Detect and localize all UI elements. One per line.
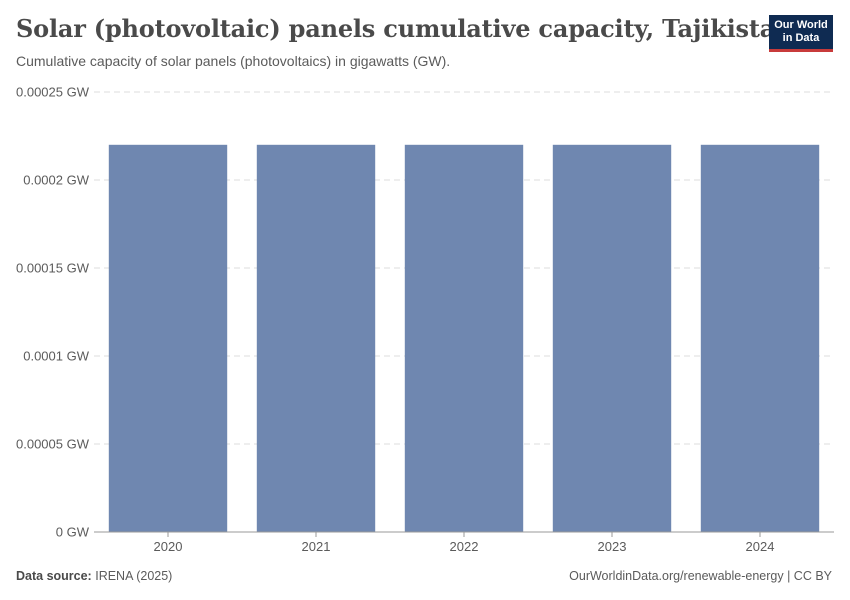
footer-license[interactable]: OurWorldinData.org/renewable-energy | CC… [569,569,832,583]
chart-subtitle: Cumulative capacity of solar panels (pho… [16,53,451,69]
y-tick-label: 0.00025 GW [16,85,90,100]
chart-title: Solar (photovoltaic) panels cumulative c… [16,14,793,43]
x-tick-label: 2021 [302,539,331,554]
y-tick-label: 0 GW [56,525,90,540]
y-tick-label: 0.00005 GW [16,437,90,452]
logo-line-2: in Data [782,32,820,44]
x-tick-label: 2024 [746,539,775,554]
data-source-value[interactable]: IRENA (2025) [95,569,173,583]
data-source: Data source: IRENA (2025) [16,569,172,583]
bar-2020 [108,144,228,533]
x-tick-label: 2022 [450,539,479,554]
bar-2023 [552,144,672,533]
x-tick-label: 2020 [154,539,183,554]
x-tick-label: 2023 [598,539,627,554]
bar-2021 [256,144,376,533]
y-tick-label: 0.0001 GW [23,349,89,364]
data-source-label: Data source: [16,569,92,583]
y-tick-label: 0.00015 GW [16,261,90,276]
bar-2024 [700,144,820,533]
owid-logo[interactable]: Our World in Data [769,15,833,52]
y-tick-label: 0.0002 GW [23,173,89,188]
bar-2022 [404,144,524,533]
logo-line-1: Our World [774,19,828,31]
